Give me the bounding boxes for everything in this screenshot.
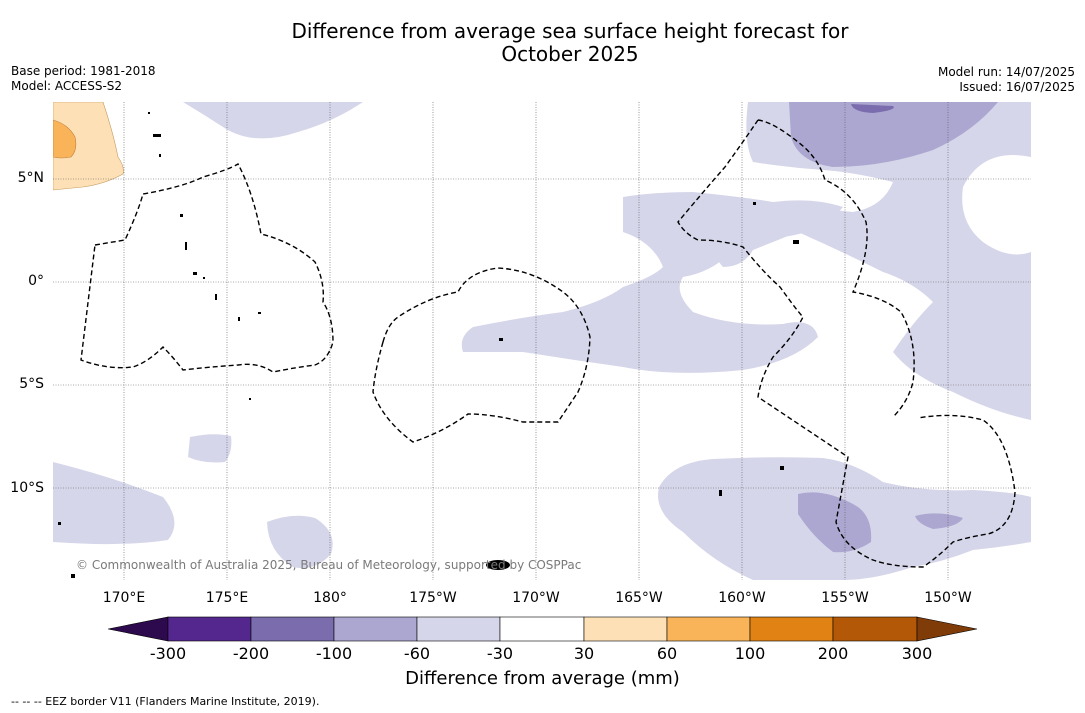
lon-label-175e: 175°E	[205, 590, 249, 606]
anomaly-region-east-large	[711, 102, 1031, 420]
anomaly-region-south-east-pocket	[915, 513, 963, 529]
island	[238, 317, 240, 321]
island	[203, 277, 205, 279]
lat-label-0: 0°	[28, 273, 44, 289]
island-large	[486, 560, 510, 570]
island	[215, 294, 217, 300]
colorbar-segment	[333, 616, 418, 642]
island	[780, 466, 784, 470]
chart-title: Difference from average sea surface heig…	[200, 20, 940, 66]
title-line-1: Difference from average sea surface heig…	[291, 19, 849, 43]
colorbar-tick: 60	[656, 644, 678, 663]
lon-label-160w: 160°W	[718, 590, 766, 606]
eez-east-north	[757, 119, 915, 418]
colorbar-segment	[167, 616, 252, 642]
island	[258, 312, 261, 314]
colorbar-tick: -30	[486, 644, 514, 663]
island	[58, 522, 61, 525]
colorbar-extend-low	[108, 616, 169, 642]
anomaly-region-top-center	[183, 102, 363, 139]
anomaly-region-islet-1	[188, 434, 232, 463]
meta-right: Model run: 14/07/2025 Issued: 16/07/2025	[938, 65, 1075, 95]
islands	[58, 112, 799, 578]
positive-anomaly-region	[53, 102, 124, 191]
colorbar-label: Difference from average (mm)	[405, 668, 680, 689]
colorbar-tick: 200	[817, 644, 849, 663]
lon-label-175w: 175°W	[409, 590, 457, 606]
colorbar-tick: 30	[573, 644, 595, 663]
colorbar-tick: 100	[734, 644, 766, 663]
island	[159, 154, 161, 157]
island	[153, 134, 161, 137]
model-run: Model run: 14/07/2025	[937, 65, 1075, 79]
colorbar-segment	[583, 616, 668, 642]
anomaly-region-central-band	[461, 192, 843, 373]
anomaly-region-west-bottom	[53, 462, 175, 545]
anomaly-fill-light	[53, 102, 1031, 580]
lon-label-165w: 165°W	[615, 590, 663, 606]
colorbar-segment	[250, 616, 335, 642]
colorbar-segment	[749, 616, 834, 642]
colorbar-segment	[416, 616, 501, 642]
island	[499, 338, 503, 341]
colorbar-segment	[832, 616, 918, 642]
anomaly-region-north-dark	[851, 104, 894, 113]
island	[148, 112, 150, 114]
island	[793, 240, 799, 244]
anomaly-fill-dark	[851, 104, 894, 113]
colorbar-segment	[499, 616, 585, 642]
copyright-notice: © Commonwealth of Australia 2025, Bureau…	[76, 558, 582, 572]
colorbar	[108, 616, 978, 642]
positive-anomaly-core	[53, 119, 77, 159]
anomaly-fill-medium	[789, 102, 998, 553]
island	[719, 490, 722, 496]
lon-label-170w: 170°W	[512, 590, 560, 606]
gridlines	[53, 102, 1031, 580]
colorbar-tick: -200	[232, 644, 270, 663]
lon-label-180: 180°	[313, 590, 347, 606]
lat-label-5s: 5°S	[19, 376, 44, 392]
map-svg	[53, 102, 1031, 580]
island	[71, 574, 75, 578]
eez-west	[80, 163, 334, 373]
footnote-eez: -- -- -- EEZ border V11 (Flanders Marine…	[11, 695, 320, 708]
island	[249, 398, 251, 400]
colorbar-tick: -300	[149, 644, 187, 663]
colorbar-extend-high	[916, 616, 978, 642]
base-period: Base period: 1981-2018	[11, 64, 156, 78]
anomaly-region-south-pocket	[798, 492, 872, 553]
lat-label-5n: 5°N	[17, 170, 44, 186]
island	[193, 272, 197, 275]
model-name: Model: ACCESS-S2	[11, 79, 123, 93]
lat-label-10s: 10°S	[10, 480, 44, 496]
meta-left: Base period: 1981-2018 Model: ACCESS-S2	[11, 64, 156, 94]
eez-central	[372, 267, 591, 443]
colorbar-tick: 300	[901, 644, 933, 663]
map-panel	[53, 102, 1031, 580]
colorbar-tick: -100	[315, 644, 353, 663]
anomaly-region-north-east-high	[789, 102, 998, 167]
eez-borders	[80, 119, 1016, 568]
colorbar-segment	[666, 616, 751, 642]
lon-label-155w: 155°W	[821, 590, 869, 606]
island	[180, 214, 183, 217]
anomaly-region-islet-2	[267, 515, 333, 569]
lon-label-170e: 170°E	[102, 590, 146, 606]
island	[753, 202, 756, 205]
island	[185, 242, 187, 250]
colorbar-tick: -60	[403, 644, 431, 663]
title-line-2: October 2025	[501, 42, 639, 66]
lon-label-150w: 150°W	[924, 590, 972, 606]
issued-date: Issued: 16/07/2025	[959, 80, 1075, 94]
